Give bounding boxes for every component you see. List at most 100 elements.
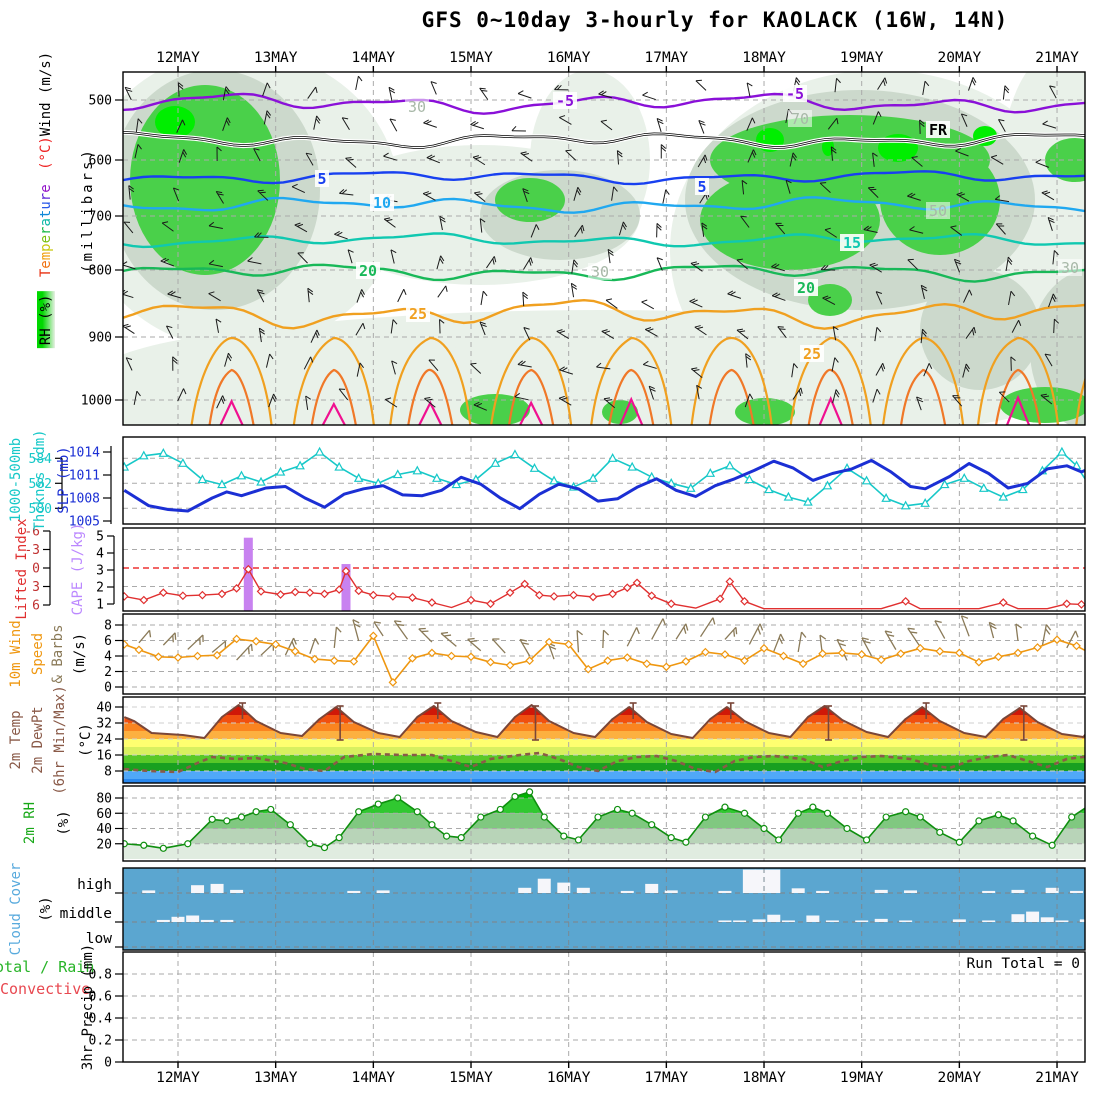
svg-text:800: 800 — [89, 264, 112, 279]
svg-text:21MAY: 21MAY — [1035, 1070, 1079, 1086]
svg-text:60: 60 — [96, 807, 112, 822]
svg-text:12MAY: 12MAY — [156, 1070, 200, 1086]
rh2m-label2: (%) — [56, 810, 72, 836]
svg-text:20: 20 — [96, 837, 112, 852]
svg-text:-3: -3 — [24, 543, 40, 558]
slp-thickness-panel — [123, 437, 1085, 524]
cloud-cover-label: Cloud Cover — [8, 862, 24, 956]
temp2m-panel — [123, 697, 1085, 783]
svg-text:0: 0 — [104, 1056, 112, 1071]
svg-text:8: 8 — [104, 619, 112, 634]
svg-text:0: 0 — [104, 681, 112, 696]
temp2m-label4: (°C) — [78, 723, 94, 757]
svg-text:16MAY: 16MAY — [547, 1070, 591, 1086]
temperature-rainbow-label: Temperature — [38, 184, 54, 278]
svg-text:12MAY: 12MAY — [156, 50, 200, 66]
svg-text:584: 584 — [29, 452, 53, 467]
wind10m-panel — [123, 614, 1085, 694]
cloud-pct-label: (%) — [38, 896, 54, 922]
svg-text:20: 20 — [359, 262, 377, 280]
svg-text:30: 30 — [408, 98, 426, 116]
svg-text:14MAY: 14MAY — [352, 50, 396, 66]
degc-label: (°C) — [38, 136, 54, 170]
wind10m-label1: 10m Wind — [8, 620, 24, 688]
svg-text:580: 580 — [29, 502, 52, 517]
svg-text:21MAY: 21MAY — [1035, 50, 1079, 66]
lifted-index-label: Lifted Index — [14, 518, 30, 620]
cloud-cover-panel — [123, 868, 1085, 950]
thickness-label2: Thcknss (dm) — [32, 429, 48, 531]
li-cape-panel — [123, 528, 1085, 611]
svg-text:6: 6 — [104, 634, 112, 649]
svg-text:40: 40 — [96, 822, 112, 837]
svg-text:70: 70 — [791, 110, 809, 128]
svg-text:19MAY: 19MAY — [840, 50, 884, 66]
svg-text:18MAY: 18MAY — [742, 1070, 786, 1086]
rh-legend-box: RH (%) — [37, 291, 55, 349]
svg-text:18MAY: 18MAY — [742, 50, 786, 66]
svg-text:0.2: 0.2 — [89, 1034, 112, 1049]
svg-text:20: 20 — [797, 279, 815, 297]
svg-text:15: 15 — [843, 234, 861, 252]
svg-text:-6: -6 — [24, 524, 40, 539]
svg-text:Run Total = 0: Run Total = 0 — [967, 956, 1081, 972]
thickness-label1: 1000-500mb — [8, 437, 24, 523]
svg-text:15MAY: 15MAY — [449, 50, 493, 66]
svg-text:4: 4 — [104, 650, 112, 665]
svg-text:4: 4 — [96, 547, 104, 562]
svg-text:-5: -5 — [556, 92, 574, 110]
rh2m-label1: 2m RH — [22, 801, 38, 845]
wind-ms-label: Wind (m/s) — [38, 51, 54, 137]
svg-text:80: 80 — [96, 792, 112, 807]
temp2m-label2: 2m DewPt — [30, 706, 46, 774]
svg-text:5: 5 — [96, 530, 104, 545]
svg-text:1: 1 — [96, 598, 104, 613]
millibars-label: (millibars) — [80, 147, 96, 273]
svg-text:3: 3 — [32, 580, 40, 595]
cape-label: CAPE (J/kg) — [70, 522, 86, 616]
precip-axis-label: 3hr Precip (mm) — [80, 943, 96, 1071]
precip-panel: Run Total = 0 — [123, 952, 1085, 1062]
svg-text:50: 50 — [929, 202, 947, 220]
svg-text:32: 32 — [96, 717, 112, 732]
svg-text:20MAY: 20MAY — [938, 50, 982, 66]
svg-text:25: 25 — [803, 345, 821, 363]
svg-text:6: 6 — [32, 599, 40, 614]
svg-text:13MAY: 13MAY — [254, 50, 298, 66]
svg-text:1014: 1014 — [69, 446, 100, 461]
svg-text:30: 30 — [591, 263, 609, 281]
wind10m-label2: Speed — [30, 632, 46, 676]
wind10m-label4: (m/s) — [72, 632, 88, 676]
svg-text:0.4: 0.4 — [89, 1012, 113, 1027]
svg-text:20MAY: 20MAY — [938, 1070, 982, 1086]
svg-text:16MAY: 16MAY — [547, 50, 591, 66]
svg-text:500: 500 — [89, 94, 112, 109]
chart-title: GFS 0~10day 3-hourly for KAOLACK (16W, 1… — [421, 8, 1009, 32]
svg-text:24: 24 — [96, 733, 112, 748]
svg-text:30: 30 — [1061, 259, 1079, 277]
svg-text:1008: 1008 — [69, 492, 100, 507]
svg-text:3: 3 — [96, 564, 104, 579]
svg-text:17MAY: 17MAY — [645, 1070, 689, 1086]
svg-text:low: low — [86, 931, 112, 947]
svg-text:FR: FR — [929, 121, 948, 139]
svg-text:2: 2 — [104, 665, 112, 680]
rh2m-panel — [123, 786, 1085, 861]
svg-text:14MAY: 14MAY — [352, 1070, 396, 1086]
svg-text:25: 25 — [409, 305, 427, 323]
svg-text:high: high — [77, 877, 112, 893]
svg-text:1011: 1011 — [69, 469, 100, 484]
svg-text:8: 8 — [104, 765, 112, 780]
svg-text:900: 900 — [89, 331, 112, 346]
svg-text:15MAY: 15MAY — [449, 1070, 493, 1086]
svg-text:0: 0 — [32, 562, 40, 577]
svg-text:5: 5 — [317, 170, 326, 188]
precip-convective-label: Convective — [0, 980, 91, 998]
upper-air-panel: -5 -5 FR 5 5 10 15 20 20 25 25 30 30 50 70 30 — [123, 72, 1085, 425]
svg-text:19MAY: 19MAY — [840, 1070, 884, 1086]
svg-text:700: 700 — [89, 210, 112, 225]
precip-total-rain-label: Total / Rain — [0, 958, 95, 976]
svg-text:600: 600 — [89, 154, 112, 169]
